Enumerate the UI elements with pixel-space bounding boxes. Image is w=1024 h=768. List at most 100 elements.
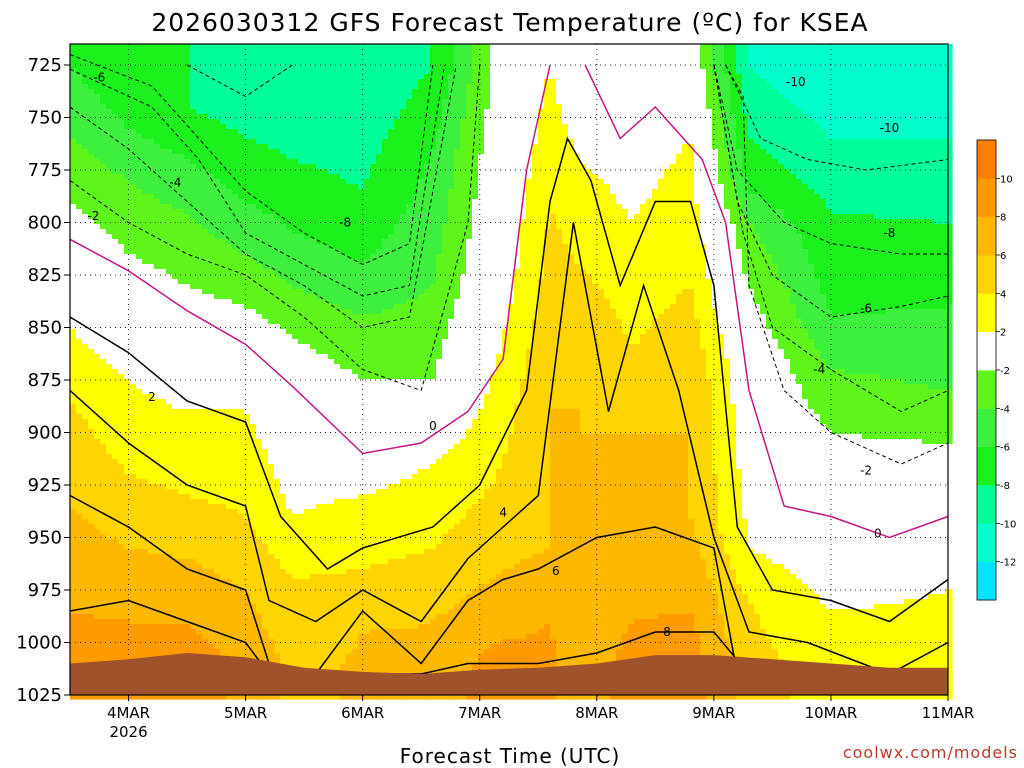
temperature-cell xyxy=(76,239,83,245)
temperature-cell xyxy=(160,369,167,375)
temperature-cell xyxy=(244,289,251,295)
temperature-cell xyxy=(82,144,89,150)
temperature-cell xyxy=(130,134,137,140)
temperature-cell xyxy=(232,514,239,520)
temperature-cell xyxy=(256,469,263,475)
temperature-cell xyxy=(172,69,179,75)
temperature-cell xyxy=(88,419,95,425)
temperature-cell xyxy=(244,149,251,155)
temperature-cell xyxy=(208,314,215,320)
temperature-cell xyxy=(214,514,221,520)
temperature-cell xyxy=(280,594,287,600)
temperature-cell xyxy=(118,184,125,190)
temperature-cell xyxy=(88,534,95,540)
temperature-cell xyxy=(196,644,203,650)
temperature-cell xyxy=(184,589,191,595)
temperature-cell xyxy=(268,464,275,470)
temperature-cell xyxy=(178,564,185,570)
temperature-cell xyxy=(112,504,119,510)
temperature-cell xyxy=(148,589,155,595)
temperature-cell xyxy=(160,314,167,320)
temperature-cell xyxy=(190,379,197,385)
temperature-cell xyxy=(94,369,101,375)
temperature-cell xyxy=(268,314,275,320)
temperature-cell xyxy=(166,419,173,425)
temperature-cell xyxy=(142,239,149,245)
temperature-cell xyxy=(136,474,143,480)
temperature-cell xyxy=(142,94,149,100)
temperature-cell xyxy=(148,649,155,655)
temperature-cell xyxy=(82,59,89,65)
temperature-cell xyxy=(88,464,95,470)
temperature-cell xyxy=(208,464,215,470)
temperature-cell xyxy=(76,99,83,105)
temperature-cell xyxy=(244,629,251,635)
temperature-cell xyxy=(214,429,221,435)
temperature-cell xyxy=(190,144,197,150)
temperature-cell xyxy=(142,629,149,635)
temperature-cell xyxy=(226,149,233,155)
temperature-cell xyxy=(244,479,251,485)
temperature-cell xyxy=(202,114,209,120)
temperature-cell xyxy=(112,529,119,535)
temperature-cell xyxy=(280,159,287,165)
temperature-cell xyxy=(82,109,89,115)
temperature-cell xyxy=(274,334,281,340)
temperature-cell xyxy=(286,379,293,385)
temperature-cell xyxy=(220,189,227,195)
temperature-cell xyxy=(280,64,287,70)
temperature-cell xyxy=(178,169,185,175)
temperature-cell xyxy=(166,309,173,315)
temperature-cell xyxy=(214,694,221,700)
temperature-cell xyxy=(76,414,83,420)
temperature-cell xyxy=(136,274,143,280)
temperature-cell xyxy=(208,544,215,550)
temperature-cell xyxy=(166,209,173,215)
temperature-cell xyxy=(154,454,161,460)
temperature-cell xyxy=(214,44,221,50)
temperature-cell xyxy=(142,654,149,660)
temperature-cell xyxy=(70,539,77,545)
temperature-cell xyxy=(244,194,251,200)
temperature-cell xyxy=(202,49,209,55)
temperature-cell xyxy=(100,519,107,525)
temperature-cell xyxy=(190,244,197,250)
temperature-cell xyxy=(70,594,77,600)
temperature-cell xyxy=(94,189,101,195)
temperature-cell xyxy=(190,134,197,140)
temperature-cell xyxy=(226,114,233,120)
temperature-cell xyxy=(160,269,167,275)
temperature-cell xyxy=(280,124,287,130)
temperature-cell xyxy=(82,654,89,660)
temperature-cell xyxy=(214,394,221,400)
temperature-cell xyxy=(190,419,197,425)
temperature-cell xyxy=(292,314,299,320)
temperature-cell xyxy=(124,119,131,125)
temperature-cell xyxy=(112,44,119,50)
temperature-cell xyxy=(268,274,275,280)
temperature-cell xyxy=(112,144,119,150)
temperature-cell xyxy=(76,539,83,545)
temperature-cell xyxy=(280,199,287,205)
temperature-cell xyxy=(112,79,119,85)
temperature-cell xyxy=(226,84,233,90)
temperature-cell xyxy=(274,429,281,435)
temperature-cell xyxy=(172,139,179,145)
temperature-cell xyxy=(268,224,275,230)
temperature-cell xyxy=(124,144,131,150)
temperature-cell xyxy=(118,429,125,435)
temperature-cell xyxy=(214,529,221,535)
temperature-cell xyxy=(208,614,215,620)
temperature-cell xyxy=(280,179,287,185)
temperature-cell xyxy=(262,404,269,410)
temperature-cell xyxy=(118,244,125,250)
temperature-cell xyxy=(226,209,233,215)
temperature-cell xyxy=(94,44,101,50)
temperature-cell xyxy=(70,479,77,485)
temperature-cell xyxy=(292,584,299,590)
temperature-cell xyxy=(214,279,221,285)
temperature-cell xyxy=(244,399,251,405)
temperature-cell xyxy=(166,534,173,540)
temperature-cell xyxy=(220,524,227,530)
temperature-cell xyxy=(166,694,173,700)
